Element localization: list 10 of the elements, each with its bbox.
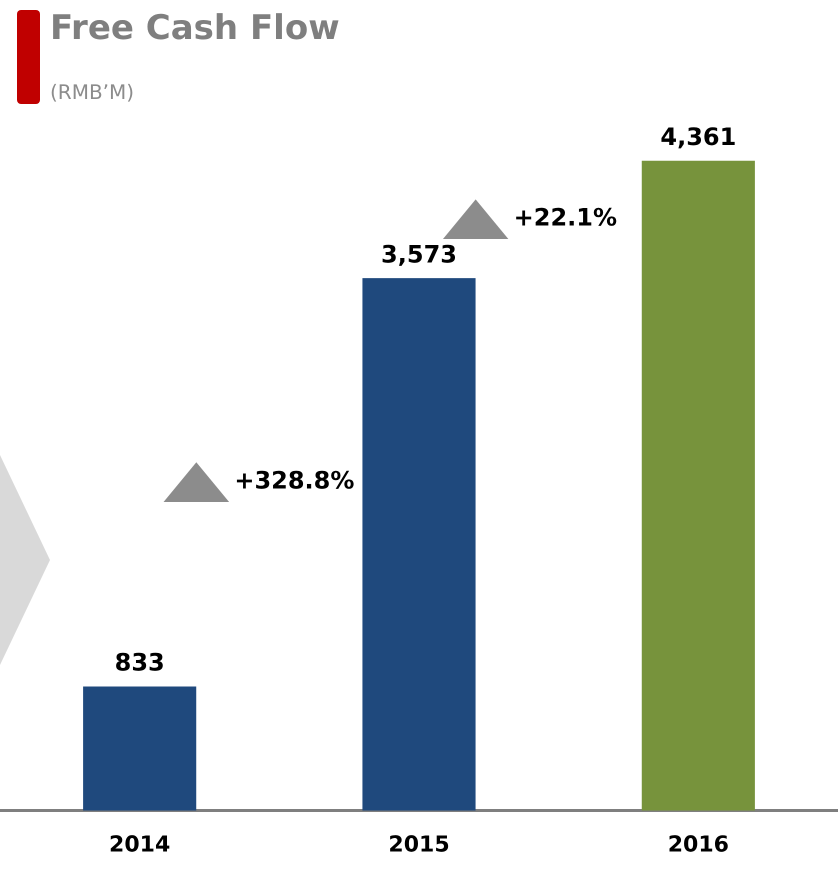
annotation: +22.1% bbox=[514, 204, 618, 232]
x-tick-label: 2016 bbox=[668, 832, 729, 858]
annotation: +328.8% bbox=[234, 466, 354, 495]
chart-title: Free Cash Flow bbox=[50, 8, 340, 48]
data-label: 3,573 bbox=[381, 240, 457, 268]
chart-subtitle: (RMB’M) bbox=[50, 80, 134, 104]
data-label: 833 bbox=[114, 648, 165, 677]
data-label: 4,361 bbox=[660, 122, 736, 151]
x-tick-label: 2014 bbox=[109, 832, 170, 858]
x-tick-label: 2015 bbox=[388, 832, 450, 858]
